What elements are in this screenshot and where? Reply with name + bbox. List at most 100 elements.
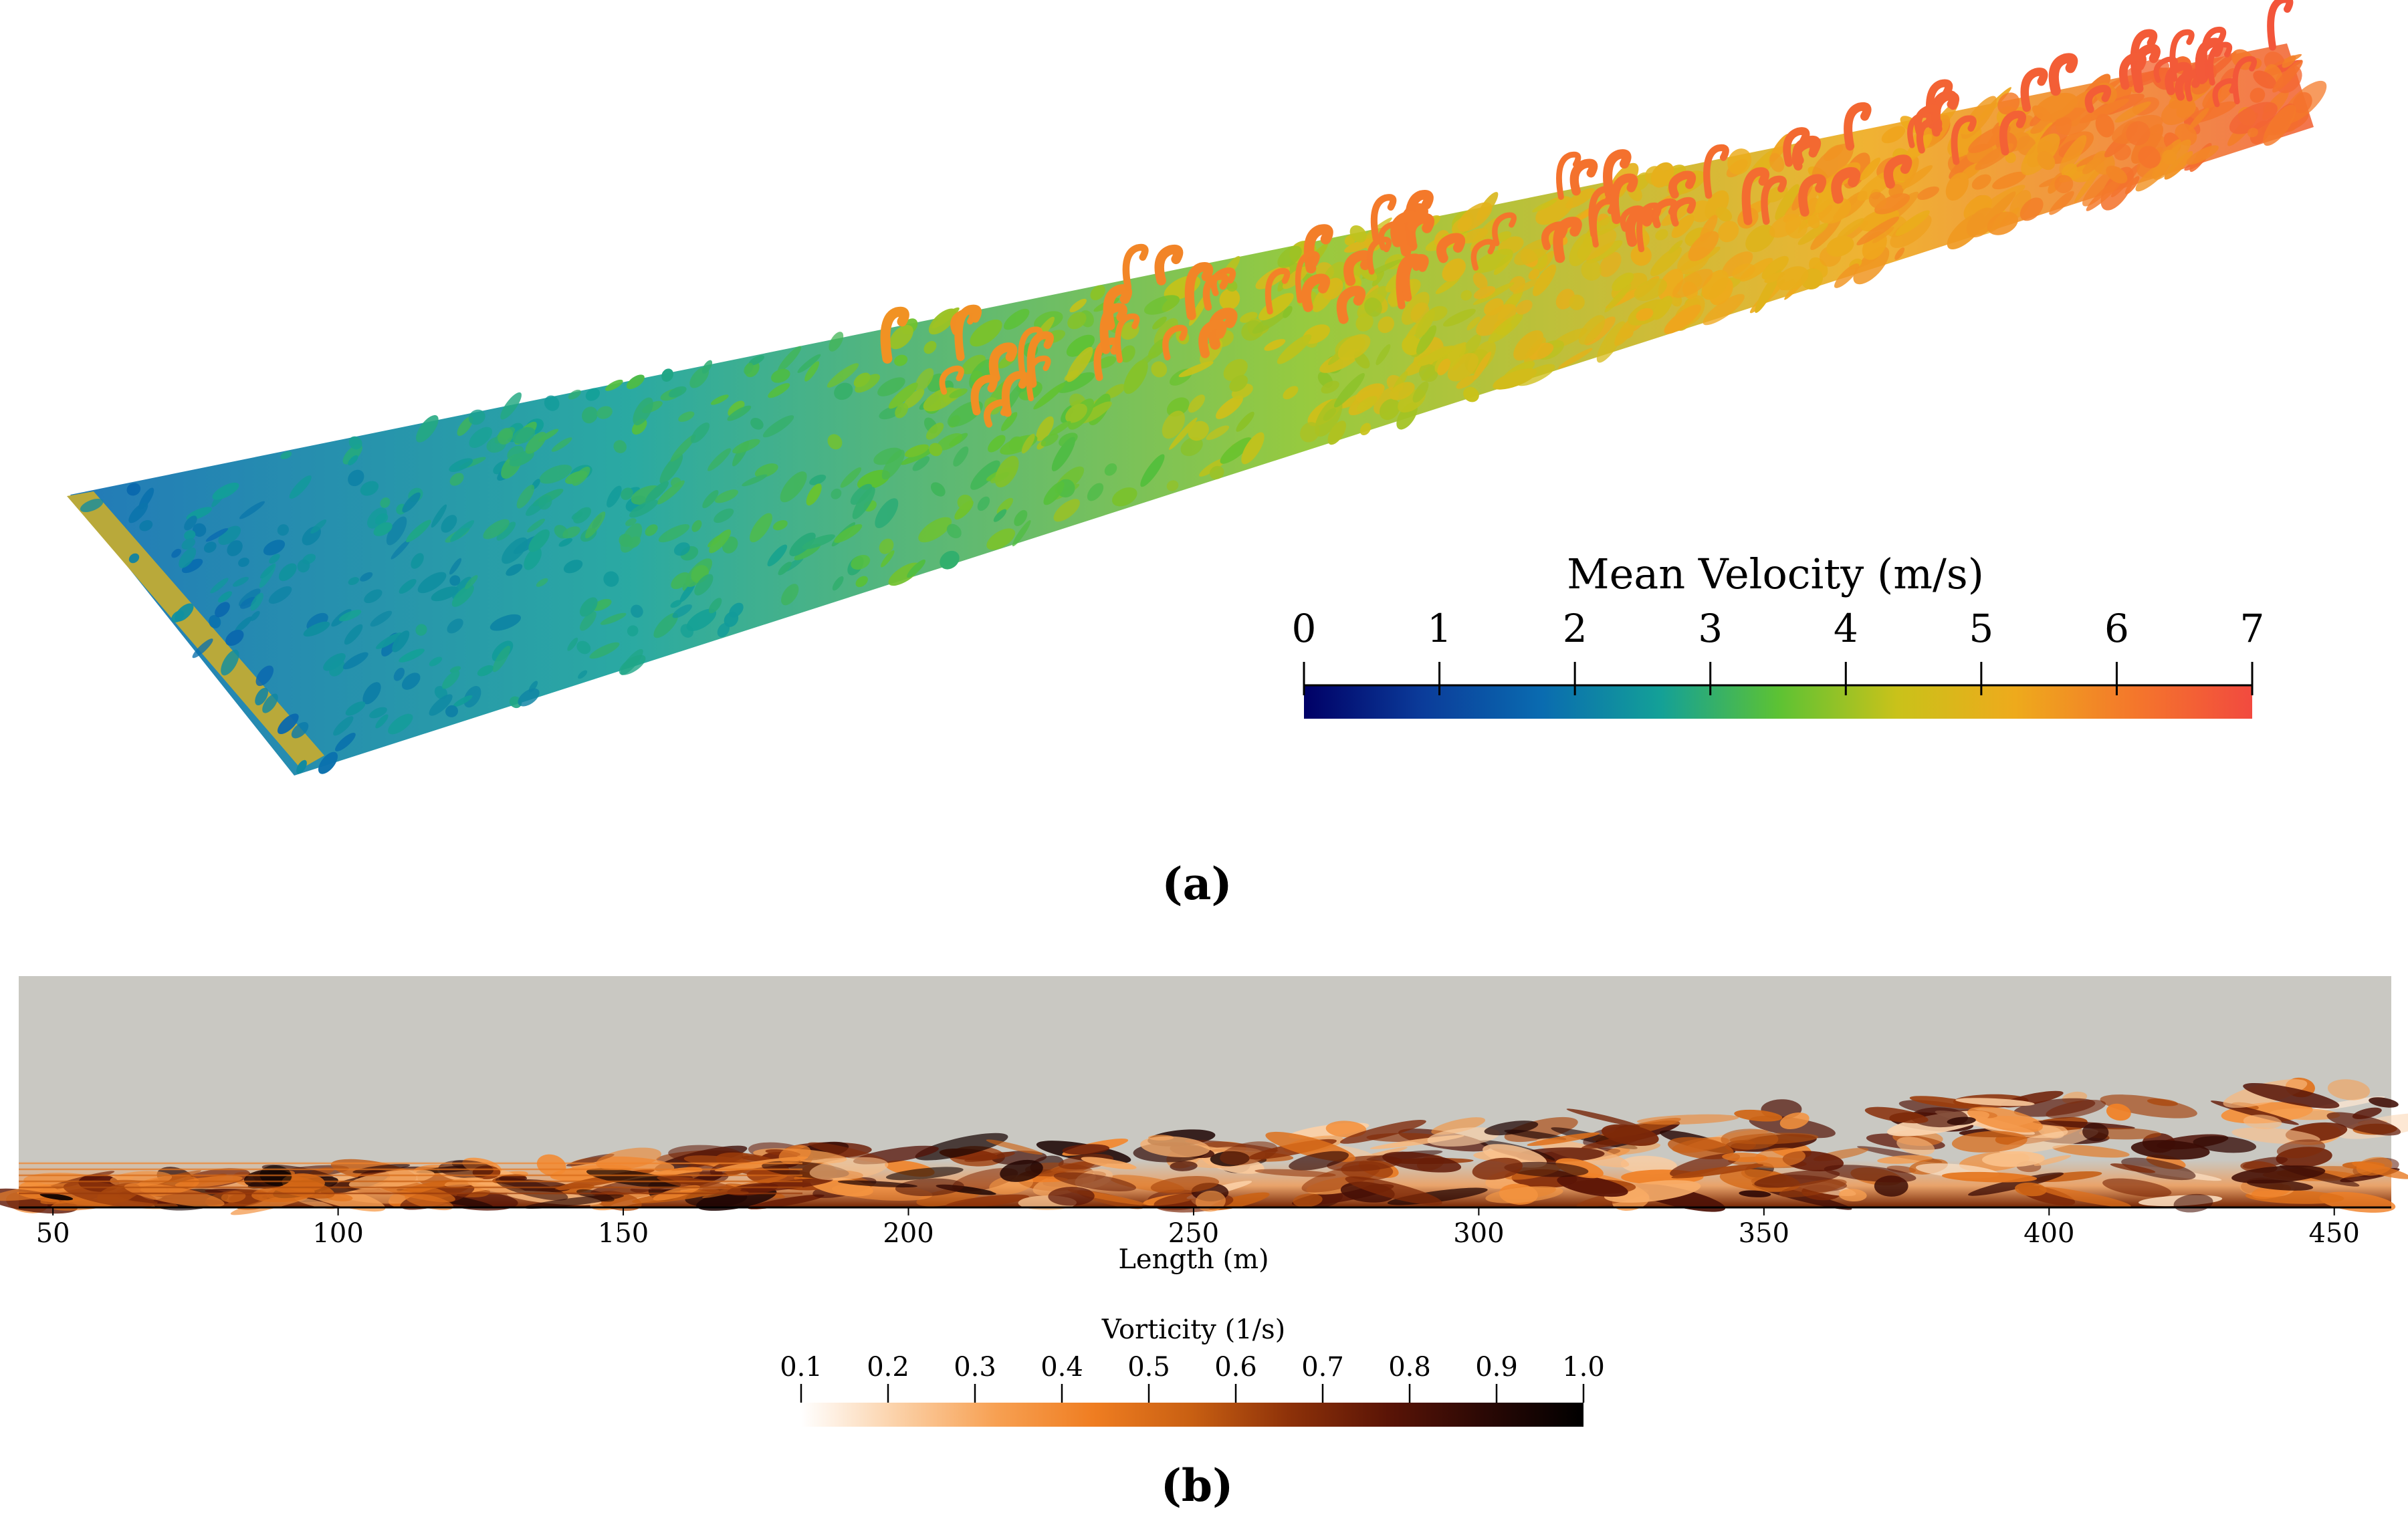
vortex-blob <box>1416 325 1437 355</box>
vorticity-eddy <box>1382 1151 1462 1173</box>
vortex-blob <box>1856 216 1900 245</box>
vortex-blob <box>1333 373 1365 408</box>
vortex-blob <box>710 394 729 405</box>
vortex-blob <box>625 518 637 526</box>
vorticity-eddy <box>2369 1097 2399 1108</box>
vortex-blob <box>1283 306 1293 318</box>
vortex-blob <box>544 395 560 411</box>
vortex-blob <box>268 586 292 604</box>
vorticity-eddy <box>2130 1140 2210 1160</box>
hairpin-vortex <box>1999 110 2027 156</box>
vortex-blob <box>1895 210 1930 236</box>
vortex-structures <box>80 0 2327 774</box>
hairpin-vortex <box>1210 267 1236 296</box>
vortex-blob <box>468 409 485 425</box>
panel-a: Mean Velocity (m/s) 0 1 2 3 4 5 6 7 (a) <box>67 0 2327 910</box>
vortex-blob <box>834 523 863 544</box>
vortex-blob <box>691 519 702 532</box>
vortex-blob <box>1120 345 1135 363</box>
vorticity-colorbar-title: Vorticity (1/s) <box>1101 1314 1286 1345</box>
hairpin-vortex <box>2207 41 2233 86</box>
vortex-blob <box>126 483 141 496</box>
vortex-blob <box>277 524 290 536</box>
vortex-blob <box>512 427 536 444</box>
vortex-blob <box>1166 480 1179 491</box>
vortex-blob <box>1209 465 1224 479</box>
vortex-blob <box>1890 214 1932 248</box>
vortex-blob <box>1769 152 1785 172</box>
vortex-blob <box>988 435 1006 453</box>
vortex-blob <box>269 554 280 564</box>
vortex-blob <box>538 495 552 510</box>
vortex-blob <box>797 354 821 373</box>
vorticity-eddy <box>2327 1079 2371 1100</box>
vortex-blob <box>457 416 473 437</box>
vortex-blob <box>627 625 639 636</box>
vortex-blob <box>1532 199 1557 213</box>
vortex-blob <box>1874 193 1910 215</box>
vortex-blob <box>907 559 926 578</box>
vortex-blob <box>1664 304 1701 334</box>
x-tick-label: 100 <box>312 1218 363 1249</box>
vortex-blob <box>449 575 461 586</box>
vortex-blob <box>717 622 730 638</box>
vortex-blob <box>633 397 653 426</box>
vorticity-eddy <box>1955 1098 2035 1106</box>
vorticity-eddy <box>2352 1161 2408 1179</box>
vortex-blob <box>772 520 788 531</box>
x-tick-label: 50 <box>36 1218 70 1249</box>
vortex-blob <box>362 682 381 705</box>
vorticity-eddy <box>2243 1083 2340 1108</box>
velocity-colorbar: Mean Velocity (m/s) 0 1 2 3 4 5 6 7 <box>1292 550 2264 719</box>
velocity-tick-label: 6 <box>2104 606 2129 651</box>
hairpin-vortex <box>1553 217 1582 263</box>
x-axis-ticks: 50 100 150 200 250 300 350 400 450 <box>36 1207 2360 1249</box>
vortex-blob <box>1978 191 2016 230</box>
velocity-tick-label: 3 <box>1698 606 1723 651</box>
vortex-blob <box>1112 487 1137 507</box>
vortex-blob <box>930 482 946 497</box>
vortex-blob <box>2135 160 2171 192</box>
vortex-blob <box>1807 215 1820 229</box>
vortex-blob <box>2061 163 2078 178</box>
vorticity-eddy <box>2100 1094 2197 1119</box>
vortex-blob <box>1188 394 1205 413</box>
vorticity-eddy <box>885 1167 964 1181</box>
velocity-colorbar-ticks: 0 1 2 3 4 5 6 7 <box>1292 606 2264 695</box>
vortex-blob <box>263 540 286 556</box>
vortex-blob <box>367 507 387 529</box>
vortex-blob <box>210 578 229 594</box>
vortex-blob <box>1457 202 1493 232</box>
vortex-blob <box>831 488 842 499</box>
vortex-blob <box>449 458 473 473</box>
vortex-blob <box>728 400 745 417</box>
vortex-blob <box>1180 437 1203 457</box>
vortex-blob <box>1668 240 1683 254</box>
hairpin-vortex <box>1436 233 1466 263</box>
vortex-blob <box>250 610 260 621</box>
vortex-blob <box>596 406 613 419</box>
vorticity-eddy <box>2276 1139 2326 1159</box>
vortex-blob <box>218 525 241 546</box>
vortex-blob <box>1379 398 1400 421</box>
vorticity-eddy <box>536 1154 566 1177</box>
vorticity-eddy <box>1779 1112 1810 1130</box>
vortex-blob <box>1315 398 1343 437</box>
hairpin-vortex <box>1798 174 1827 217</box>
vortex-blob <box>1376 344 1391 366</box>
vortex-blob <box>1252 308 1289 334</box>
hairpin-vortex <box>1301 273 1331 312</box>
vortex-blob <box>1264 339 1286 351</box>
vortex-blob <box>500 392 522 420</box>
vortex-blob <box>888 382 918 409</box>
vortex-blob <box>233 576 249 587</box>
vortex-blob <box>619 534 633 548</box>
hairpin-vortex <box>1883 154 1912 189</box>
vortex-blob <box>603 571 619 587</box>
vortex-blob <box>789 532 816 556</box>
vortex-blob <box>502 537 528 564</box>
vortex-blob <box>399 649 425 663</box>
vortex-blob <box>1069 298 1087 313</box>
vorticity-eddy <box>1048 1187 1095 1206</box>
vortex-blob <box>1463 386 1479 402</box>
